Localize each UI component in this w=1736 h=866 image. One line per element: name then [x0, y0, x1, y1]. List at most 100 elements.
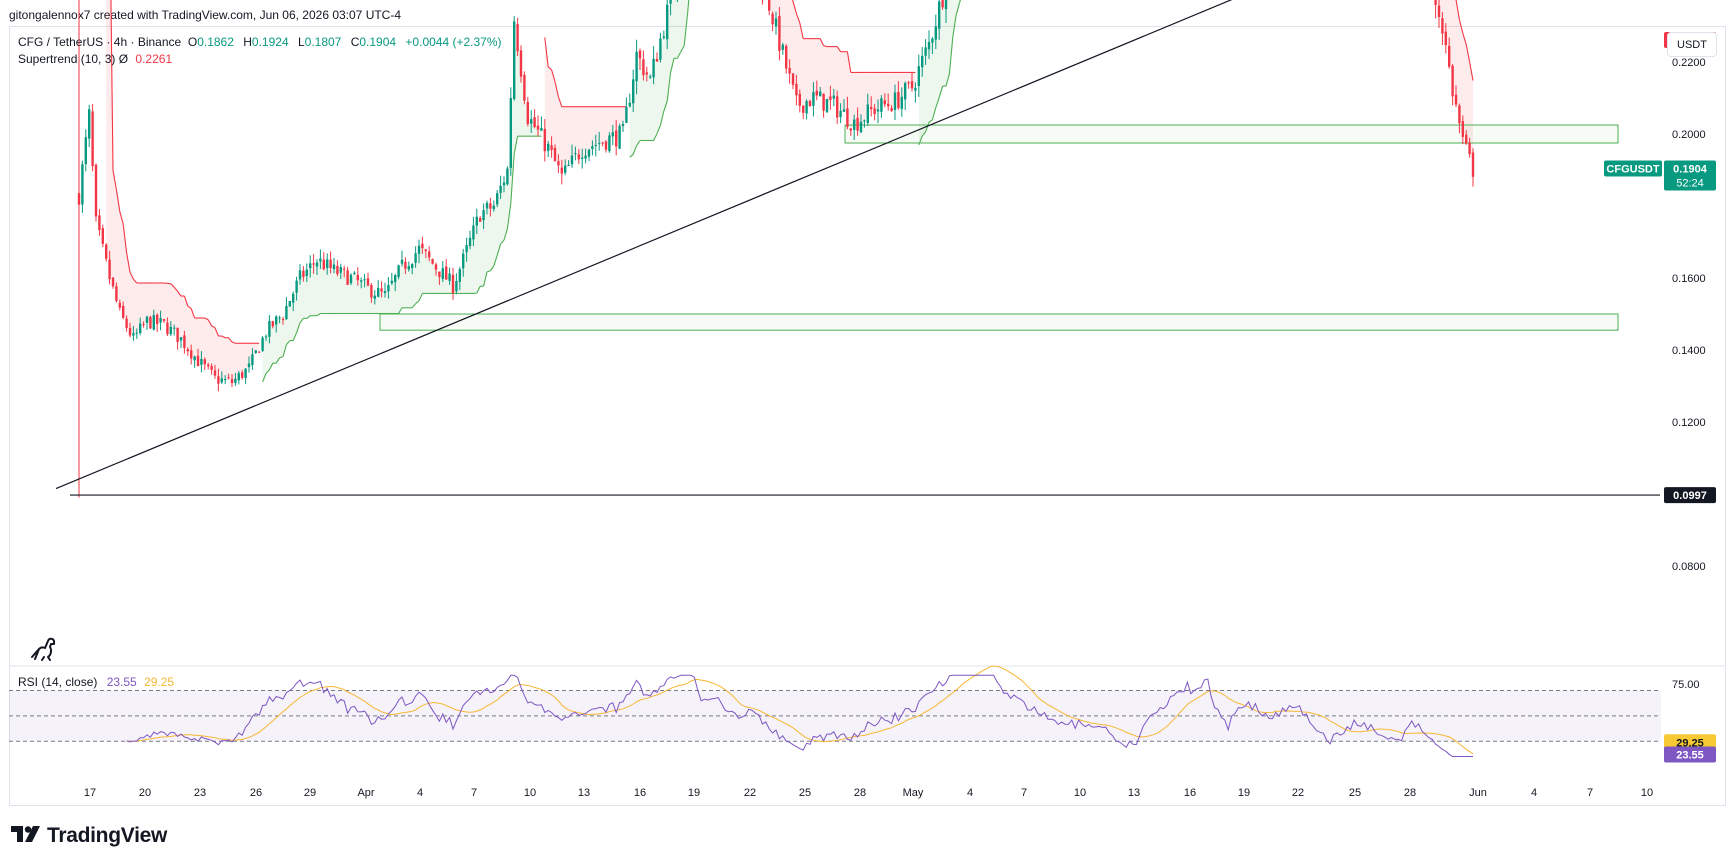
candle-body — [434, 264, 438, 270]
candle-body — [309, 263, 312, 269]
supertrend-segment — [262, 373, 267, 383]
supertrend-fill — [204, 317, 209, 366]
candle-body — [489, 203, 492, 209]
supertrend-fill — [555, 81, 559, 164]
candle-body — [808, 100, 812, 107]
candle-body — [373, 295, 376, 299]
supertrend-segment — [119, 211, 124, 225]
supertrend-fill — [113, 170, 117, 294]
candle-body — [183, 335, 186, 349]
x-tick-label: Jun — [1469, 787, 1487, 799]
supertrend-fill — [106, 0, 110, 270]
supertrend-fill — [419, 245, 423, 301]
candle-body — [771, 13, 774, 25]
candle-body — [98, 215, 101, 230]
candle-body — [227, 377, 230, 379]
y-tick-label: 0.1600 — [1672, 273, 1706, 285]
candle-body — [791, 73, 795, 85]
supertrend-segment — [503, 228, 508, 241]
x-tick-label: 17 — [84, 787, 96, 799]
symbol-name[interactable]: CFG / TetherUS · 4h · Binance — [18, 35, 182, 49]
supertrend-segment — [938, 85, 944, 98]
candle-body — [125, 318, 128, 329]
supertrend-fill — [487, 205, 491, 272]
candle-body — [1444, 31, 1447, 46]
rsi-label[interactable]: RSI (14, close) — [18, 675, 98, 689]
candle-body — [326, 259, 329, 269]
candle-body — [581, 157, 584, 159]
support-zone — [379, 313, 1619, 331]
candle-body — [101, 228, 104, 244]
candle-body — [893, 92, 897, 110]
supertrend-segment — [551, 69, 556, 82]
x-tick-label: 25 — [799, 787, 811, 799]
candle-body — [502, 182, 506, 186]
candle-body — [445, 266, 448, 280]
supertrend-segment — [129, 271, 134, 280]
candle-body — [156, 314, 159, 325]
candle-body — [407, 266, 410, 270]
supertrend-fill — [816, 38, 821, 94]
supertrend-fill — [187, 306, 192, 355]
supertrend-fill — [347, 277, 351, 314]
candle-body — [819, 91, 822, 97]
supertrend-fill — [109, 0, 113, 282]
supertrend-segment — [418, 293, 423, 302]
supertrend-fill — [143, 283, 147, 325]
candle-body — [836, 96, 839, 118]
supertrend-segment — [415, 300, 420, 305]
open-value: 0.1862 — [197, 35, 234, 49]
candle-body — [815, 90, 818, 96]
supertrend-label[interactable]: Supertrend (10, 3) — [18, 52, 116, 66]
supertrend-fill — [415, 249, 419, 304]
supertrend-fill — [925, 45, 929, 132]
candle-body — [550, 145, 553, 151]
last-price-tag: 0.1904 — [1673, 164, 1708, 176]
candle-body — [336, 265, 339, 274]
candle-body — [876, 109, 880, 112]
supertrend-fill — [198, 317, 202, 362]
supertrend-fill — [327, 263, 331, 314]
candle-body — [261, 337, 264, 351]
x-tick-label: 16 — [634, 787, 646, 799]
candle-body — [122, 306, 125, 318]
supertrend-fill — [782, 0, 787, 58]
supertrend-fill — [337, 269, 341, 314]
candle-body — [883, 100, 886, 105]
x-tick-label: 20 — [139, 787, 151, 799]
candle-body — [924, 47, 927, 56]
candle-body — [941, 0, 944, 8]
x-tick-label: 10 — [1641, 787, 1653, 799]
supertrend-fill — [830, 46, 834, 99]
tradingview-brand[interactable]: TradingView — [11, 824, 167, 848]
candle-body — [540, 127, 543, 131]
supertrend-segment — [187, 305, 192, 309]
supertrend-fill — [504, 176, 508, 241]
candle-body — [523, 74, 526, 101]
rsi-legend[interactable]: RSI (14, close) 23.55 29.25 — [18, 675, 174, 689]
candle-body — [366, 278, 370, 286]
supertrend-fill — [932, 32, 936, 120]
supertrend-fill — [568, 106, 572, 166]
supertrend-symbol: Ø — [118, 52, 129, 66]
supertrend-segment — [636, 140, 641, 146]
candle-body — [570, 155, 574, 165]
rsi-ma-line — [126, 665, 1474, 755]
supertrend-legend[interactable]: Supertrend (10, 3) Ø 0.2261 — [18, 52, 172, 66]
rsi-ma-value: 29.25 — [144, 675, 175, 689]
supertrend-segment — [183, 295, 189, 307]
supertrend-fill — [351, 273, 355, 314]
supertrend-segment — [510, 153, 515, 204]
candle-body — [812, 92, 815, 106]
currency-button[interactable]: USDT — [1667, 32, 1717, 57]
candle-body — [564, 165, 567, 173]
candle-body — [370, 285, 373, 298]
supertrend-segment — [683, 13, 689, 46]
candle-body — [856, 117, 859, 131]
supertrend-segment — [935, 97, 940, 108]
supertrend-fill — [561, 106, 566, 171]
supertrend-fill — [582, 106, 586, 159]
symbol-legend[interactable]: CFG / TetherUS · 4h · Binance O0.1862 H0… — [18, 35, 508, 49]
supertrend-fill — [130, 272, 134, 335]
